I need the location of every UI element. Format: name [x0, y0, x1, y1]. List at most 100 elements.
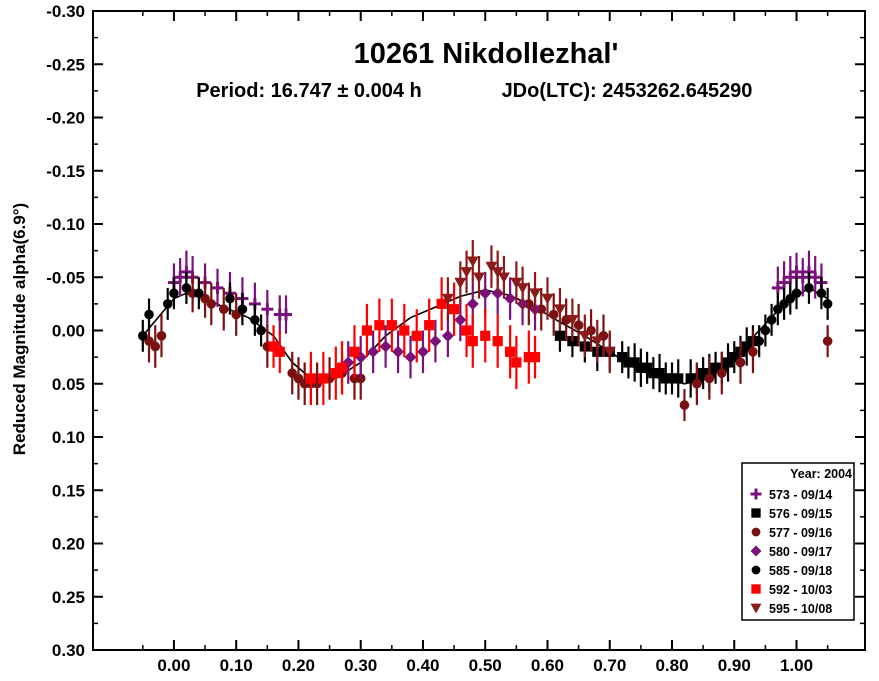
data-point	[194, 288, 204, 299]
data-point	[822, 299, 833, 309]
data-point	[566, 315, 579, 326]
data-point	[466, 256, 479, 268]
data-point	[441, 329, 454, 342]
data-point	[754, 336, 764, 346]
data-point	[454, 313, 467, 326]
data-point	[144, 309, 154, 320]
y-axis-label: Reduced Magnitude alpha(6.9°)	[10, 203, 29, 455]
series-3	[342, 271, 542, 384]
legend-marker	[750, 545, 762, 557]
series-5	[268, 277, 541, 406]
data-point	[467, 336, 478, 347]
data-point	[367, 345, 380, 358]
legend-marker	[751, 584, 761, 594]
data-point	[816, 288, 827, 299]
x-tick-label: 0.70	[593, 656, 626, 675]
data-point	[679, 400, 690, 410]
data-point	[660, 373, 671, 384]
data-point	[791, 288, 802, 299]
legend-label: 580 - 09/17	[769, 545, 832, 559]
data-point	[399, 325, 410, 336]
y-tick-label: 0.15	[52, 481, 85, 500]
data-point	[741, 341, 752, 352]
legend: Year: 2004 573 - 09/14 576 - 09/15 577 - 0…	[741, 462, 855, 621]
period-label: Period: 16.747 ± 0.004 h	[196, 80, 422, 102]
data-point	[181, 283, 192, 293]
y-tick-label: -0.15	[46, 162, 85, 181]
series-4	[138, 271, 833, 358]
data-point	[280, 308, 292, 321]
y-tick-label: 0.30	[52, 641, 85, 660]
y-tick-label: -0.25	[46, 55, 85, 74]
data-point	[766, 315, 777, 325]
data-point	[578, 331, 591, 342]
data-point	[318, 373, 329, 384]
data-point	[779, 299, 789, 309]
y-tick-label: -0.10	[46, 215, 85, 234]
data-point	[429, 335, 442, 348]
data-point	[529, 288, 542, 300]
data-point	[710, 362, 721, 373]
x-tick-label: 0.50	[469, 656, 502, 675]
data-point	[673, 373, 684, 384]
x-tick-label: 0.20	[282, 656, 315, 675]
data-point	[174, 271, 187, 284]
data-point	[822, 336, 833, 346]
x-tick-label: 0.80	[655, 656, 688, 675]
data-point	[138, 331, 148, 341]
epoch-label: JDo(LTC): 2453262.645290	[502, 80, 753, 102]
data-point	[424, 320, 435, 331]
data-point	[492, 336, 503, 347]
data-point	[466, 297, 479, 310]
legend-marker	[751, 527, 761, 537]
data-point	[461, 325, 472, 336]
data-point	[336, 362, 348, 373]
legend-marker	[751, 508, 761, 518]
data-point	[809, 271, 822, 284]
data-point	[784, 271, 797, 284]
data-point	[261, 303, 274, 316]
x-tick-label: 0.60	[531, 656, 564, 675]
data-point	[436, 298, 447, 309]
legend-label: 592 - 10/03	[769, 583, 832, 597]
data-point	[717, 368, 727, 378]
data-point	[293, 373, 304, 384]
data-point	[505, 346, 516, 357]
data-point	[256, 325, 266, 336]
y-tick-label: -0.20	[46, 109, 85, 128]
data-point	[773, 304, 783, 315]
data-point	[162, 299, 173, 309]
legend-marker	[750, 603, 762, 614]
data-point	[379, 340, 392, 353]
data-point	[735, 357, 746, 368]
data-point	[206, 299, 217, 309]
data-point	[654, 368, 665, 379]
data-point	[237, 304, 248, 315]
data-point	[635, 362, 646, 373]
x-tick-label: 0.30	[344, 656, 377, 675]
legend-label: 577 - 09/16	[769, 526, 832, 540]
data-point	[225, 293, 235, 304]
data-point	[200, 293, 210, 304]
data-point	[771, 281, 784, 294]
data-point	[392, 345, 405, 358]
data-point	[441, 293, 454, 305]
data-point	[666, 373, 678, 384]
data-point	[330, 368, 341, 379]
y-tick-label: -0.05	[46, 268, 85, 287]
axes: -0.30 -0.25 -0.20 -0.15 -0.10 -0.05 0.00 0.05 0.…	[46, 2, 865, 675]
x-tick-label: 0.00	[157, 656, 190, 675]
x-tick-label: 0.90	[718, 656, 751, 675]
data-point	[591, 336, 604, 348]
data-point	[454, 277, 467, 289]
data-point	[516, 283, 529, 294]
data-point	[510, 277, 523, 289]
data-point	[529, 352, 541, 363]
y-tick-label: 0.05	[52, 375, 85, 394]
data-point	[778, 276, 791, 289]
data-point	[460, 267, 473, 278]
data-point	[698, 368, 709, 379]
data-point	[480, 330, 491, 341]
data-point	[305, 373, 317, 384]
data-point	[448, 304, 460, 315]
